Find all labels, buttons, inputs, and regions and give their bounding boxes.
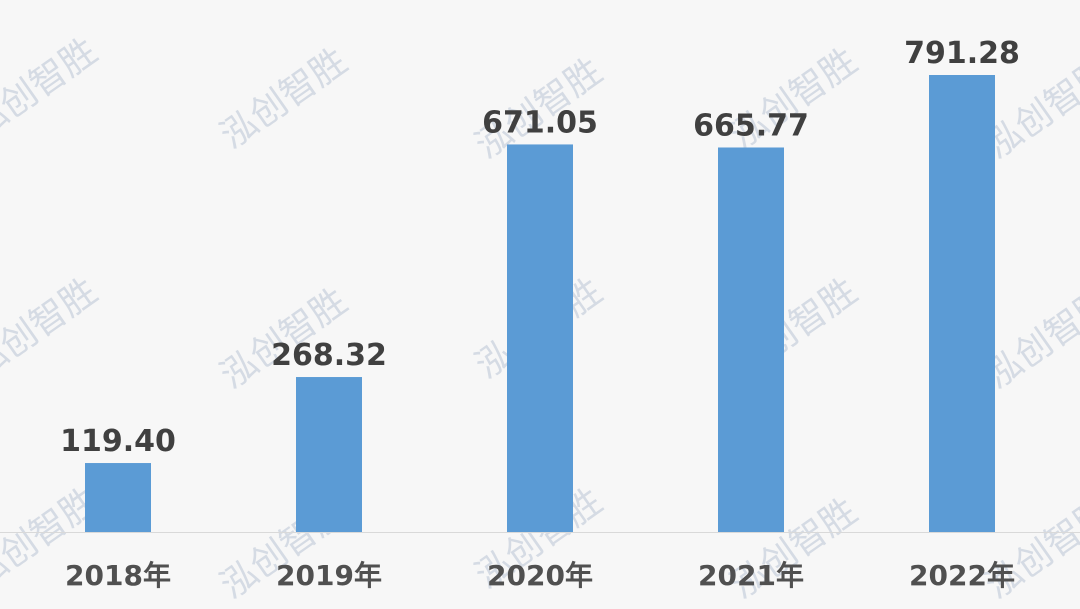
data-label: 268.32 <box>271 338 387 373</box>
data-label: 671.05 <box>482 105 598 140</box>
bar-2019年 <box>296 377 362 532</box>
x-tick-label: 2018年 <box>65 559 171 592</box>
x-tick-label: 2022年 <box>909 559 1015 592</box>
bar-2018年 <box>85 463 151 532</box>
x-tick-label: 2020年 <box>487 559 593 592</box>
data-label: 665.77 <box>693 108 809 143</box>
data-label: 119.40 <box>60 424 176 459</box>
data-label: 791.28 <box>904 36 1020 71</box>
x-tick-label: 2021年 <box>698 559 804 592</box>
bar-2020年 <box>507 144 573 532</box>
bar-2021年 <box>718 147 784 532</box>
x-tick-label: 2019年 <box>276 559 382 592</box>
bar-2022年 <box>929 75 995 532</box>
